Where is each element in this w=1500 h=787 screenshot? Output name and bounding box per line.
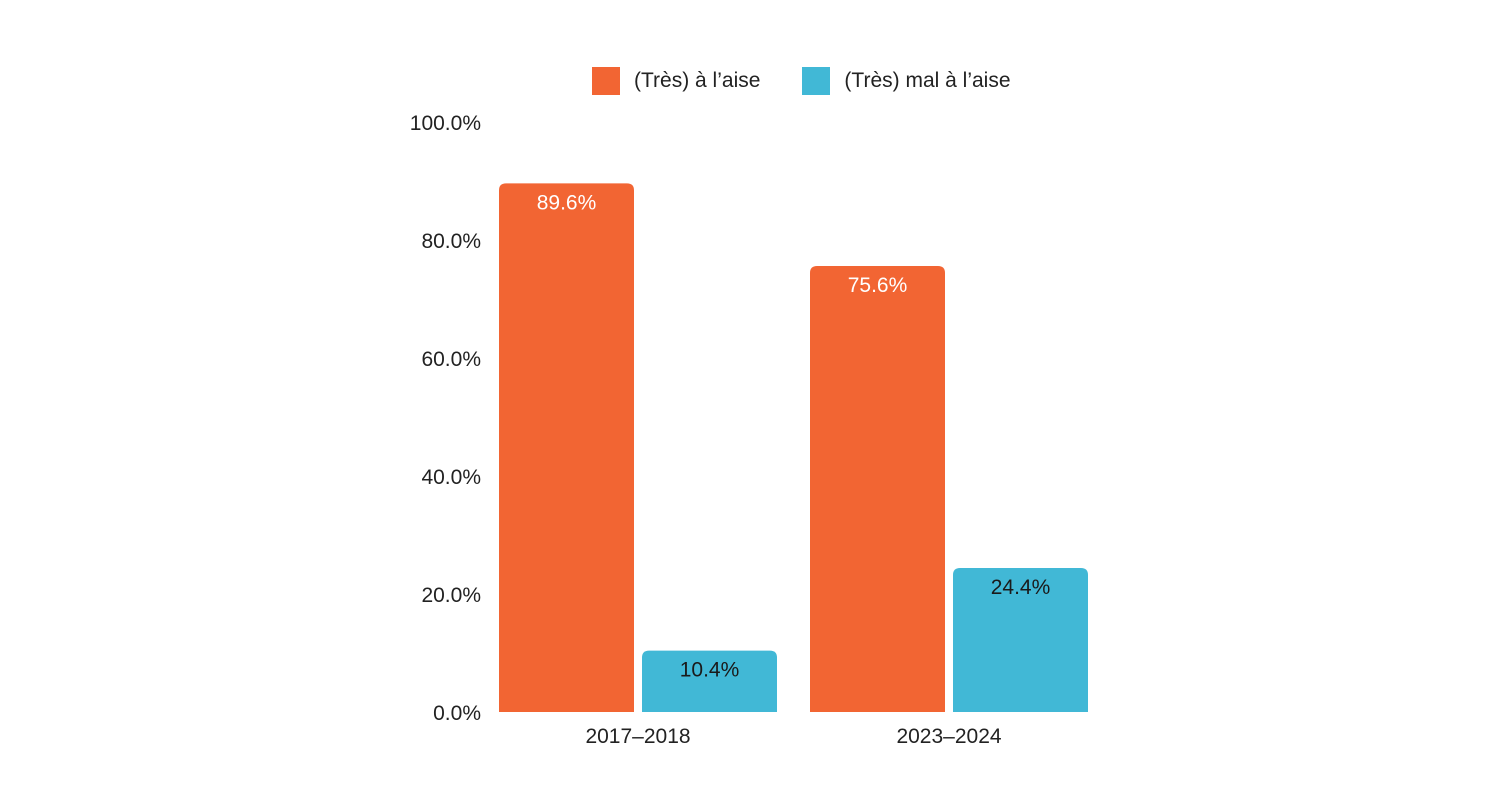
- bar: [810, 265, 945, 712]
- y-tick-label: 20.0%: [421, 584, 481, 607]
- bar: [642, 650, 777, 712]
- y-tick-label: 100.0%: [410, 112, 481, 135]
- data-label: 75.6%: [848, 274, 908, 297]
- legend-swatch-mal-a-l-aise: [802, 67, 831, 95]
- legend-label-a-l-aise: (Très) à l’aise: [634, 69, 761, 92]
- legend-swatch-a-l-aise: [592, 67, 620, 95]
- bar: [499, 183, 634, 713]
- x-tick-label: 2017–2018: [585, 725, 690, 748]
- data-label: 89.6%: [537, 191, 597, 214]
- bar: [953, 568, 1088, 712]
- legend-item-a-l-aise: (Très) à l’aise: [592, 67, 760, 95]
- data-label: 24.4%: [991, 576, 1051, 599]
- y-tick-label: 0.0%: [433, 702, 481, 725]
- y-tick-label: 60.0%: [421, 348, 481, 371]
- chart-legend: (Très) à l’aise (Très) mal à l’aise: [592, 67, 1011, 95]
- legend-label-mal-a-l-aise: (Très) mal à l’aise: [844, 69, 1011, 92]
- data-label: 10.4%: [680, 659, 740, 682]
- x-tick-label: 2023–2024: [896, 725, 1001, 748]
- y-tick-label: 40.0%: [421, 466, 481, 489]
- y-tick-label: 80.0%: [421, 230, 481, 253]
- legend-item-mal-a-l-aise: (Très) mal à l’aise: [802, 67, 1011, 95]
